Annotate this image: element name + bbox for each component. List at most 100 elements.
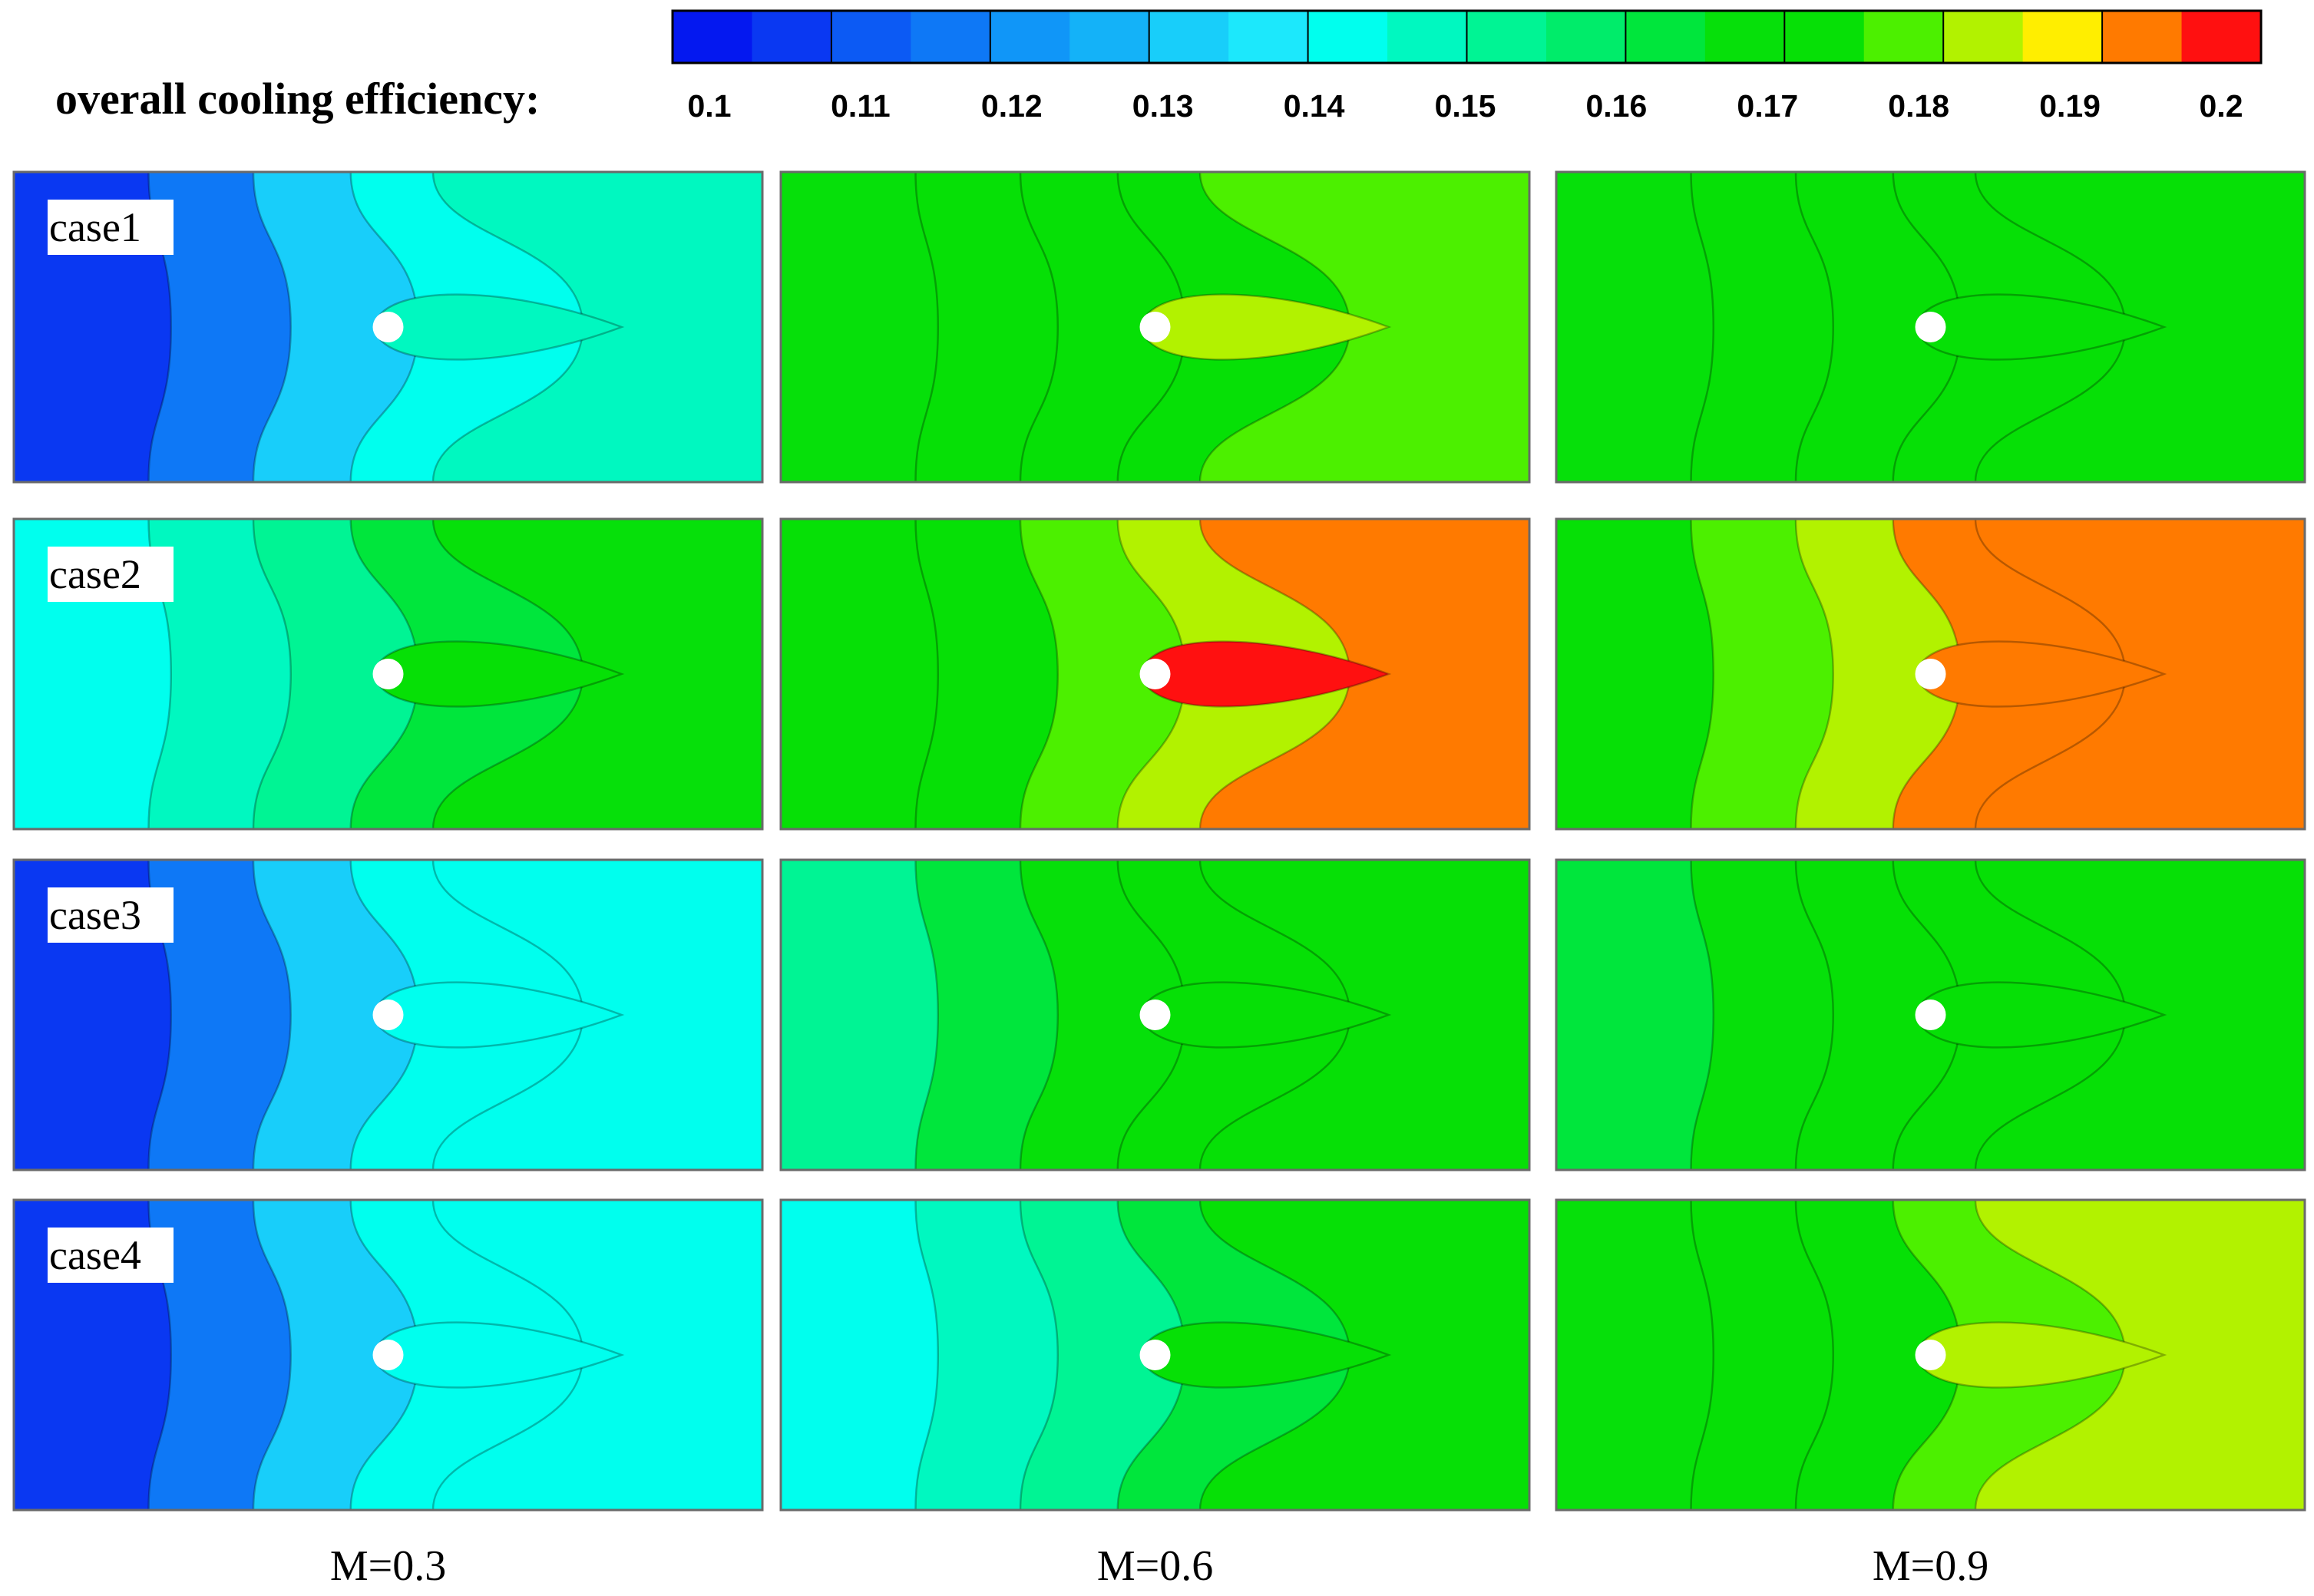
colorbar-tick-label: 0.16 [1585, 88, 1647, 124]
film-hole [372, 1000, 404, 1030]
contour-line [914, 1200, 940, 1510]
film-hole [1915, 312, 1946, 342]
case-label-box [48, 200, 174, 255]
panel-frame [779, 170, 1531, 484]
column-labels: M=0.3 M=0.6 M=0.9 [330, 1542, 1988, 1590]
contour-line [252, 1200, 293, 1510]
case-label: case4 [48, 1228, 174, 1283]
panel-frame [1555, 858, 2306, 1171]
film-hole [1915, 1340, 1946, 1370]
contour-line [1690, 1200, 1715, 1510]
case-label-box [48, 547, 174, 602]
contour-panel [779, 1198, 1531, 1512]
panel-frame [1555, 170, 2306, 484]
film-hole [372, 1340, 404, 1370]
coolant-plume [1916, 293, 2167, 361]
colorbar-swatch [752, 11, 832, 63]
contour-panel [1555, 170, 2306, 484]
contour-panel [779, 517, 1531, 831]
colorbar-tick-label: 0.14 [1284, 88, 1345, 124]
colorbar-swatch [1943, 11, 2024, 63]
colorbar [671, 9, 2263, 64]
contour-line [1019, 860, 1059, 1170]
colorbar-swatch [1625, 11, 1706, 63]
colorbar-swatch [1307, 11, 1388, 63]
contour-panels: case1 case2 case3 case4 [12, 170, 2306, 1512]
panel-frame [779, 858, 1531, 1171]
contour-line [1019, 172, 1059, 482]
coolant-plume [373, 293, 625, 361]
case-label: case3 [48, 887, 174, 943]
case-label: case1 [48, 200, 174, 255]
contour-panel [779, 858, 1531, 1171]
case-label-text: case3 [49, 892, 141, 938]
panel-frame [779, 1198, 1531, 1512]
film-hole [1139, 659, 1171, 689]
panel-frame [1555, 517, 2306, 831]
colorbar-tick-label: 0.1 [688, 88, 732, 124]
contour-line [252, 172, 293, 482]
contour-panel [12, 1198, 764, 1512]
colorbar-frame [671, 9, 2263, 64]
colorbar-swatch [673, 11, 752, 63]
case-label-text: case2 [49, 551, 141, 597]
film-hole [372, 659, 404, 689]
coolant-plume [1140, 981, 1392, 1049]
contour-panel [1555, 1198, 2306, 1512]
colorbar-swatch [990, 11, 1070, 63]
contour-line [1690, 519, 1715, 829]
contour-line [914, 519, 940, 829]
case-label-text: case1 [49, 204, 141, 250]
film-hole [372, 312, 404, 342]
colorbar-tick-labels: 0.1 0.11 0.12 0.13 0.14 0.15 0.16 0.17 0.18 0.19 0… [688, 88, 2243, 124]
colorbar-swatch [1704, 11, 1785, 63]
colorbar-tick-label: 0.19 [2039, 88, 2101, 124]
panel-frame [12, 1198, 764, 1512]
panel-frame [1555, 1198, 2306, 1512]
colorbar-tick-label: 0.13 [1132, 88, 1194, 124]
coolant-plume [373, 640, 625, 708]
colorbar-swatch [1784, 11, 1865, 63]
column-label: M=0.9 [1873, 1542, 1988, 1590]
contour-line [1794, 519, 1835, 829]
film-hole [1915, 659, 1946, 689]
colorbar-swatch [1387, 11, 1467, 63]
panel-frame [12, 858, 764, 1171]
column-label: M=0.6 [1097, 1542, 1213, 1590]
contour-line [252, 860, 293, 1170]
coolant-plume [373, 1321, 625, 1389]
colorbar-swatch [2181, 11, 2262, 63]
colorbar-tick-label: 0.12 [981, 88, 1043, 124]
contour-line [1794, 1200, 1835, 1510]
colorbar-tick-label: 0.2 [2200, 88, 2243, 124]
colorbar-swatch [1069, 11, 1150, 63]
case-label-box [48, 1228, 174, 1283]
coolant-plume [1916, 640, 2167, 708]
colorbar-swatch [911, 11, 991, 63]
case-label: case2 [48, 547, 174, 602]
film-hole [1139, 312, 1171, 342]
contour-panel [12, 858, 764, 1171]
colorbar-tick-label: 0.17 [1737, 88, 1798, 124]
coolant-plume [1140, 640, 1392, 708]
contour-line [914, 860, 940, 1170]
colorbar-tick-label: 0.11 [831, 88, 891, 124]
colorbar-title: overall cooling efficiency: [55, 74, 540, 124]
contour-line [914, 172, 940, 482]
colorbar-swatch [1863, 11, 1944, 63]
contour-line [252, 519, 293, 829]
coolant-plume [373, 981, 625, 1049]
contour-line [1690, 860, 1715, 1170]
contour-line [1690, 172, 1715, 482]
colorbar-swatch [2102, 11, 2183, 63]
coolant-plume [1916, 1321, 2167, 1389]
panel-frame [12, 517, 764, 831]
film-hole [1139, 1000, 1171, 1030]
contour-line [1794, 172, 1835, 482]
contour-panel [779, 170, 1531, 484]
coolant-plume [1916, 981, 2167, 1049]
colorbar-tick-label: 0.18 [1888, 88, 1949, 124]
colorbar-swatch [2022, 11, 2103, 63]
contour-line [1019, 1200, 1059, 1510]
